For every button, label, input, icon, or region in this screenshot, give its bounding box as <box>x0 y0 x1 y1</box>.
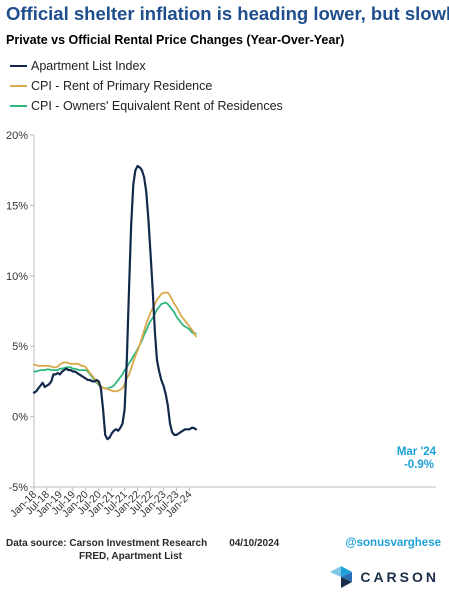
legend-item-apartment-list: Apartment List Index <box>10 56 283 76</box>
y-tick-label: 0% <box>12 412 28 424</box>
y-tick-label: 5% <box>12 341 28 353</box>
legend-item-cpi-rent: CPI - Rent of Primary Residence <box>10 76 283 96</box>
legend-item-cpi-oer: CPI - Owners' Equivalent Rent of Residen… <box>10 96 283 116</box>
legend-label: CPI - Rent of Primary Residence <box>31 79 213 93</box>
series-line-cpi-rent <box>33 291 197 393</box>
legend-swatch <box>10 64 27 68</box>
chart-legend: Apartment List Index CPI - Rent of Prima… <box>10 56 283 116</box>
twitter-handle[interactable]: @sonusvarghese <box>345 537 441 549</box>
source-note: Data source: Carson Investment Research 0… <box>6 537 279 563</box>
chart-subtitle: Private vs Official Rental Price Changes… <box>6 33 345 47</box>
brand-name: CARSON <box>360 569 439 585</box>
y-tick-label: 15% <box>6 200 28 212</box>
annotation-value: -0.9% <box>404 459 434 471</box>
series-layer <box>32 164 197 441</box>
y-tick-label: 10% <box>6 271 28 283</box>
y-tick-label: -5% <box>8 482 28 494</box>
source-line-2: FRED, Apartment List <box>79 551 182 562</box>
chart-title: Official shelter inflation is heading lo… <box>6 3 449 24</box>
legend-label: Apartment List Index <box>31 59 146 73</box>
legend-label: CPI - Owners' Equivalent Rent of Residen… <box>31 99 283 113</box>
annotation-date: Mar '24 <box>397 446 437 458</box>
y-tick-label: 20% <box>6 130 28 142</box>
carson-logo-icon <box>330 566 353 588</box>
source-line-1: Data source: Carson Investment Research <box>6 538 208 549</box>
brand-logo-block: CARSON <box>330 566 439 588</box>
series-line-cpi-oer <box>33 301 197 390</box>
legend-swatch <box>10 84 27 88</box>
publish-date: 04/10/2024 <box>229 538 280 549</box>
legend-swatch <box>10 104 27 108</box>
chart-axes <box>30 134 436 491</box>
labels-layer: -5%0%5%10%15%20%Jan-18Jul-18Jan-19Jul-19… <box>6 130 437 520</box>
series-line-apartment-list <box>32 164 197 441</box>
